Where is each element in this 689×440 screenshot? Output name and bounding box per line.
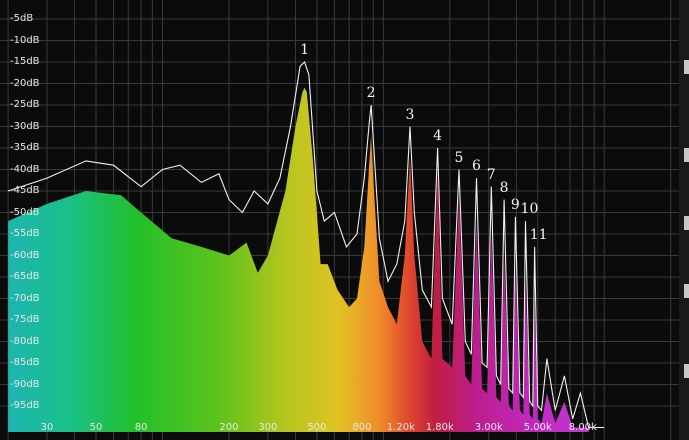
y-tick-label: -90dB: [10, 378, 40, 390]
x-tick-label: 5.00k: [523, 422, 552, 433]
x-tick-label: 30: [40, 422, 54, 433]
x-tick-label: 200: [219, 422, 239, 433]
harmonic-label: 5: [454, 149, 464, 166]
x-tick-label: 1.80k: [425, 422, 454, 433]
x-tick-label: 50: [89, 422, 103, 433]
harmonic-label: 6: [472, 158, 481, 175]
y-tick-label: -85dB: [10, 357, 40, 368]
y-tick-label: -15dB: [10, 56, 40, 67]
harmonic-label: 7: [486, 166, 496, 183]
y-tick-label: -5dB: [10, 13, 34, 24]
y-tick-label: -45dB: [10, 185, 40, 196]
right-panel-marker: [684, 60, 689, 74]
right-panel-marker: [684, 284, 689, 298]
x-tick-label: 80: [134, 422, 148, 433]
x-tick-label: 500: [307, 422, 327, 433]
y-tick-label: -95dB: [10, 400, 40, 411]
y-tick-label: -75dB: [10, 314, 40, 325]
spectrum-fill: [8, 87, 589, 433]
peak-hold-line: [7, 61, 605, 429]
harmonic-label: 1: [300, 42, 310, 58]
y-tick-label: -80dB: [10, 335, 40, 347]
harmonic-label: 8: [499, 179, 509, 196]
y-tick-label: -35dB: [10, 142, 40, 153]
right-panel-marker: [684, 364, 689, 378]
x-tick-label: 8.00k: [568, 422, 597, 433]
x-tick-label: 300: [258, 422, 278, 433]
x-tick-label: 3.00k: [474, 422, 503, 433]
x-tick-label: 800: [352, 422, 372, 433]
right-panel-marker: [684, 216, 689, 230]
y-tick-label: -25dB: [10, 99, 40, 110]
harmonic-label: 4: [433, 128, 443, 144]
y-tick-label: -70dB: [10, 292, 40, 304]
y-tick-label: -65dB: [10, 271, 40, 282]
harmonic-label: 10: [520, 201, 539, 218]
harmonic-label: 9: [510, 196, 520, 213]
y-tick-label: -55dB: [10, 228, 40, 239]
harmonic-label: 11: [529, 226, 548, 243]
harmonic-label: 2: [366, 85, 376, 101]
y-tick-label: -60dB: [10, 249, 40, 261]
y-tick-label: -20dB: [10, 77, 40, 89]
harmonic-label: 3: [405, 106, 415, 123]
y-tick-label: -10dB: [10, 34, 40, 46]
y-tick-label: -50dB: [10, 206, 40, 218]
y-tick-label: -30dB: [10, 120, 40, 132]
y-tick-label: -40dB: [10, 163, 40, 175]
right-panel-marker: [684, 148, 689, 162]
x-tick-label: 1.20k: [386, 422, 415, 433]
